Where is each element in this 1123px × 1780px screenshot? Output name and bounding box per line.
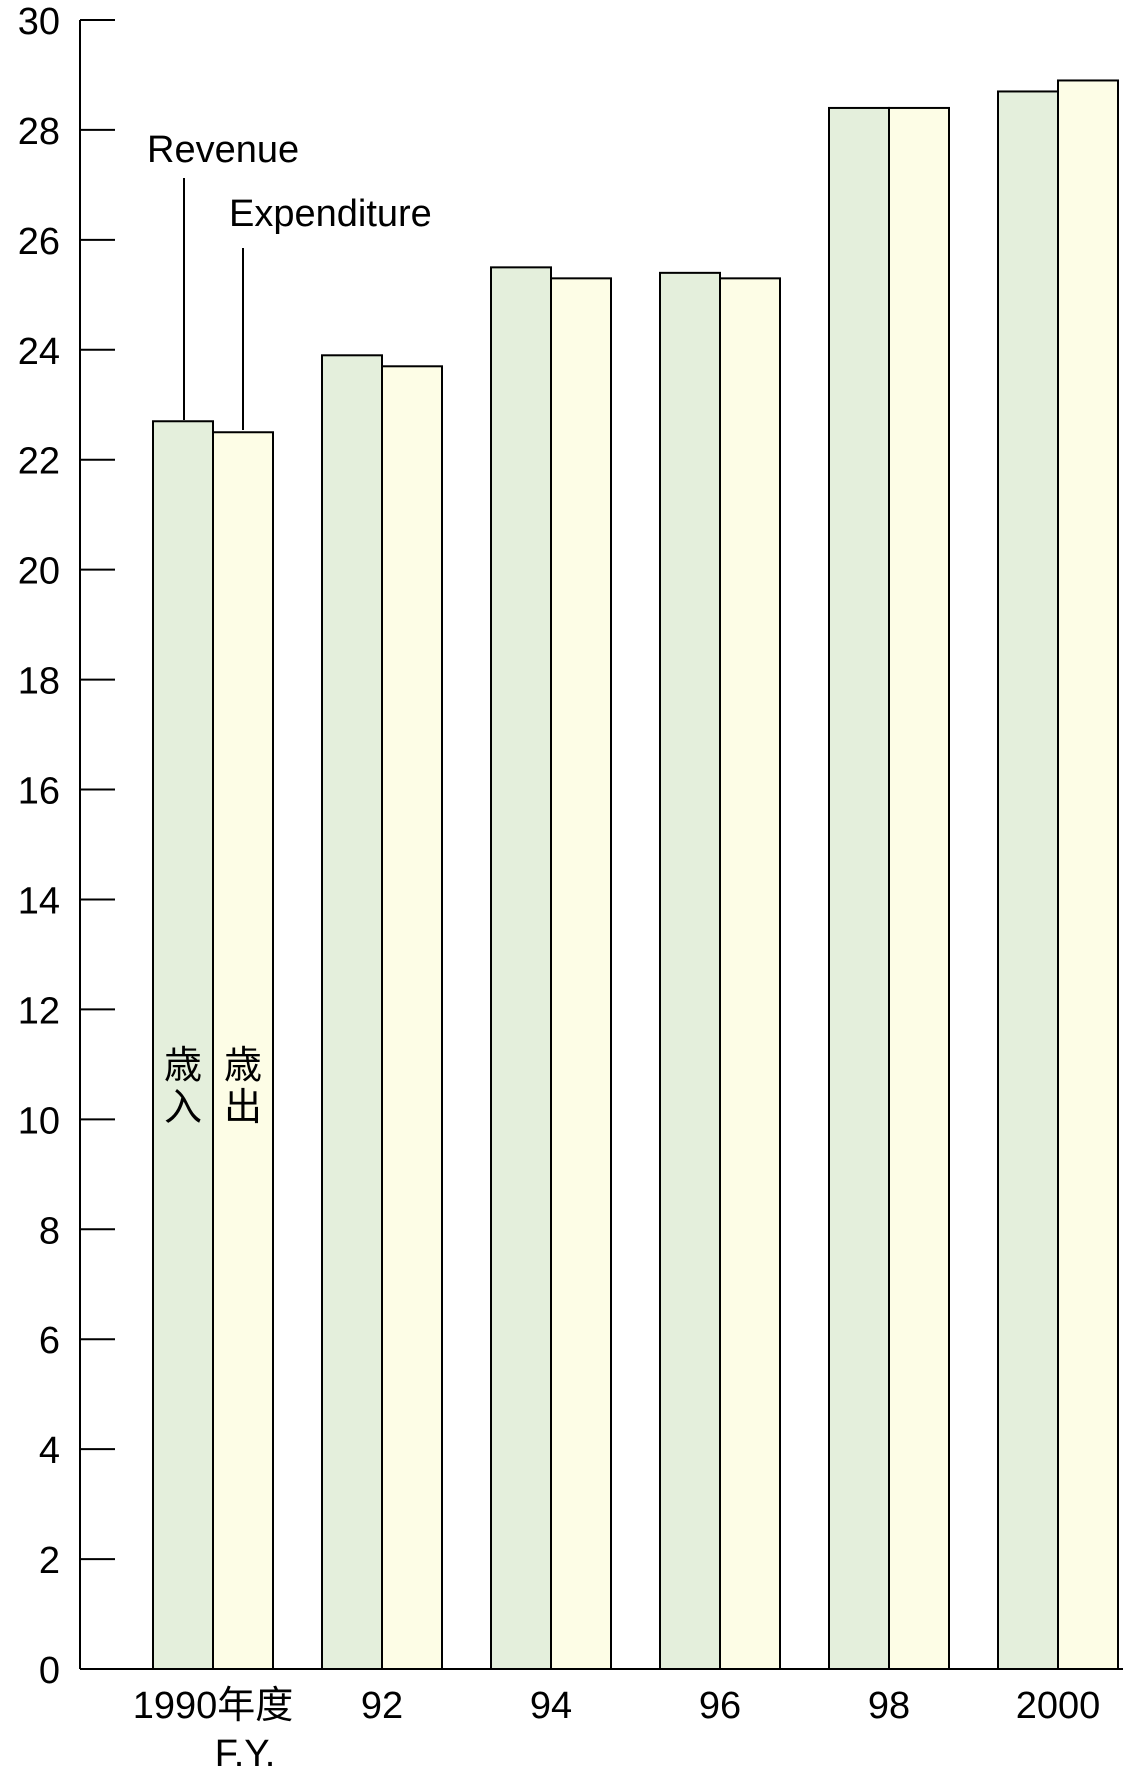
- y-tick-label: 30: [18, 1, 60, 43]
- bar-expenditure: [888, 106, 950, 1671]
- y-tick-label: 16: [18, 771, 60, 813]
- bar-revenue: [659, 271, 721, 1670]
- bar-revenue: [490, 266, 552, 1671]
- x-category-label: 96: [699, 1685, 741, 1727]
- y-tick-label: 22: [18, 441, 60, 483]
- jp-series-label-expenditure: 歳出: [224, 1043, 262, 1129]
- x-category-label: 94: [530, 1685, 572, 1727]
- jp-series-label-revenue: 歳入: [164, 1043, 202, 1129]
- x-unit-label: F.Y.: [215, 1733, 276, 1775]
- y-tick-label: 6: [39, 1320, 60, 1362]
- bar-revenue: [997, 90, 1059, 1670]
- y-tick-label: 20: [18, 551, 60, 593]
- expenditure-legend-label: Expenditure: [229, 193, 432, 235]
- bar-expenditure: [381, 365, 443, 1670]
- y-tick-label: 4: [39, 1430, 60, 1472]
- x-category-label: 1990年度: [133, 1685, 294, 1727]
- bar-revenue: [321, 354, 383, 1671]
- bar-expenditure: [1057, 79, 1119, 1670]
- x-category-labels: 1990年度 92 94 96 98 2000: [133, 1685, 1101, 1727]
- y-tick-label: 18: [18, 661, 60, 703]
- y-tick-label: 12: [18, 990, 60, 1032]
- revenue-legend-label: Revenue: [147, 129, 299, 171]
- y-tick-label: 24: [18, 331, 60, 373]
- x-category-label: 98: [868, 1685, 910, 1727]
- y-tick-label: 0: [39, 1650, 60, 1692]
- y-tick-label: 26: [18, 221, 60, 263]
- x-category-label: 92: [361, 1685, 403, 1727]
- bar-expenditure: [212, 431, 274, 1670]
- y-tick-label: 28: [18, 111, 60, 153]
- bars: [152, 79, 1119, 1671]
- bar-revenue: [828, 106, 890, 1671]
- y-tick-label: 2: [39, 1540, 60, 1582]
- bar-expenditure: [719, 277, 781, 1670]
- y-tick-label: 10: [18, 1100, 60, 1142]
- y-tick-label: 8: [39, 1210, 60, 1252]
- x-category-label: 2000: [1016, 1685, 1101, 1727]
- bar-expenditure: [550, 277, 612, 1670]
- series-annotations: Revenue Expenditure: [147, 129, 432, 430]
- y-tick-label: 14: [18, 880, 60, 922]
